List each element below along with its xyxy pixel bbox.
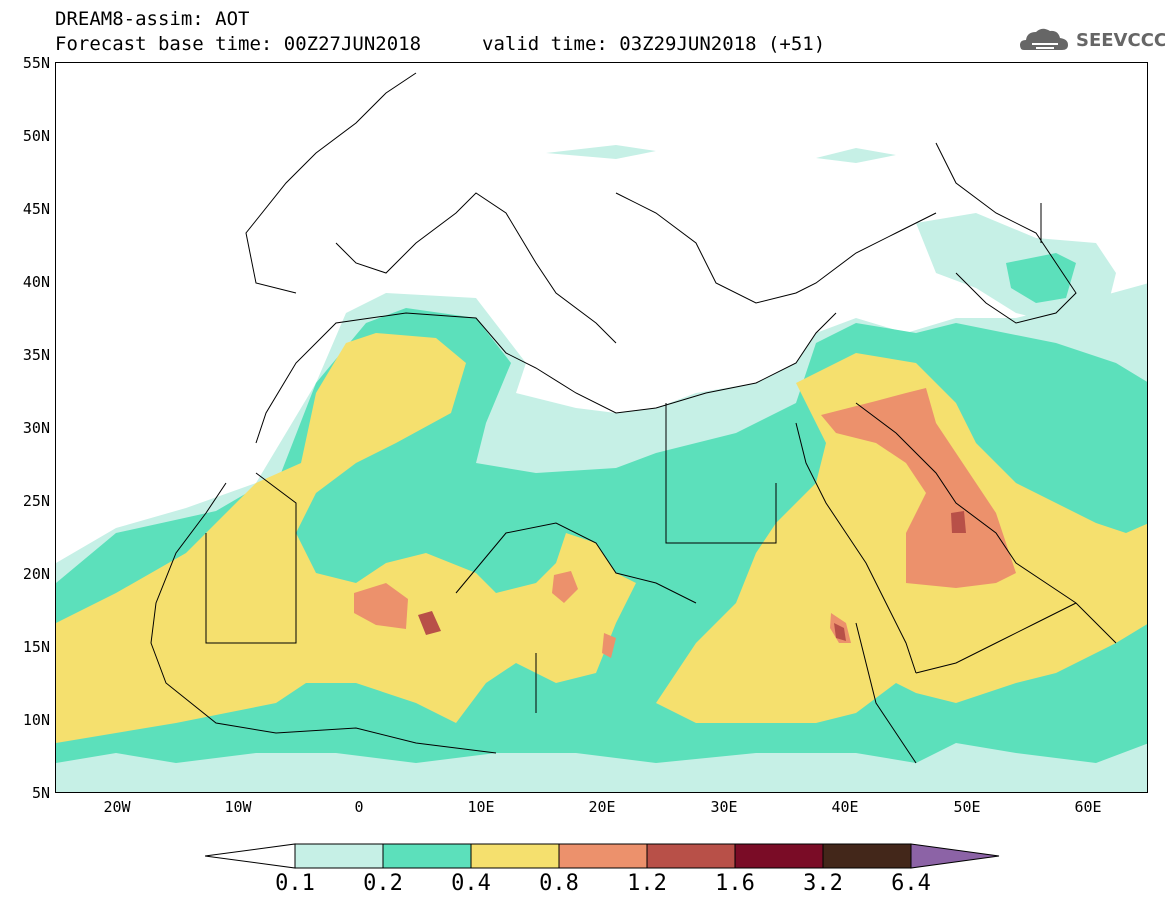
lat-label: 15N: [22, 638, 50, 656]
colorbar-segment: [822, 843, 912, 869]
forecast-base-time: Forecast base time: 00Z27JUN2018: [55, 33, 422, 55]
colorbar-label: 6.4: [891, 871, 931, 896]
colorbar-label: 3.2: [803, 871, 843, 896]
colorbar-label: 0.1: [275, 871, 315, 896]
lon-label: 40E: [831, 798, 859, 816]
aot-band-0-8-west: [354, 583, 408, 629]
colorbar-lower-arrow: [205, 843, 296, 869]
coastlines: [150, 72, 1117, 764]
cloud-icon: [1020, 28, 1068, 50]
aot-field: [56, 72, 1147, 792]
lat-label: 45N: [22, 200, 50, 218]
aot-band-0-4-west: [56, 333, 636, 743]
lat-label: 50N: [22, 127, 50, 145]
lat-label: 55N: [22, 54, 50, 72]
lon-label: 50E: [953, 798, 981, 816]
lat-label: 40N: [22, 273, 50, 291]
aot-band-0-8-sudan: [602, 633, 616, 658]
colorbar-label: 0.4: [451, 871, 491, 896]
map-title: DREAM8-assim: AOT: [55, 8, 250, 30]
lat-label: 10N: [22, 711, 50, 729]
aot-band-1-2-saudi: [951, 511, 966, 533]
colorbar-segment: [646, 843, 736, 869]
aot-map: [55, 62, 1148, 793]
aot-band-0-8-iraq: [821, 388, 1016, 588]
valid-time: valid time: 03Z29JUN2018 (+51): [482, 33, 826, 55]
colorbar: [205, 843, 1000, 869]
aot-band-0-8-chad: [552, 571, 578, 603]
colorbar-segment: [382, 843, 472, 869]
aot-band-0-1-europe: [546, 145, 656, 159]
logo-text: SEEVCCC: [1076, 30, 1165, 51]
lon-label: 10W: [224, 798, 252, 816]
colorbar-upper-arrow: [910, 843, 1000, 869]
colorbar-segment: [470, 843, 560, 869]
colorbar-label: 0.2: [363, 871, 403, 896]
lon-label: 10E: [467, 798, 495, 816]
colorbar-segment: [558, 843, 648, 869]
lat-label: 35N: [22, 346, 50, 364]
colorbar-label: 1.2: [627, 871, 667, 896]
aot-band-1-2-niger: [418, 611, 441, 635]
lon-label: 30E: [710, 798, 738, 816]
colorbar-segment: [734, 843, 824, 869]
lat-label: 5N: [31, 784, 50, 802]
lat-label: 25N: [22, 492, 50, 510]
lat-label: 30N: [22, 419, 50, 437]
aot-band-1-2-eritrea: [834, 623, 846, 641]
aot-band-0-4-east: [656, 353, 1147, 723]
colorbar-label: 0.8: [539, 871, 579, 896]
lon-label: 0: [354, 798, 364, 816]
lon-label: 60E: [1074, 798, 1102, 816]
aot-band-0-1-blacksea: [816, 148, 896, 163]
colorbar-label: 1.6: [715, 871, 755, 896]
lat-label: 20N: [22, 565, 50, 583]
colorbar-segment: [294, 843, 384, 869]
lon-label: 20W: [103, 798, 131, 816]
lon-label: 20E: [588, 798, 616, 816]
aot-band-0-2-caspian: [1006, 253, 1076, 303]
